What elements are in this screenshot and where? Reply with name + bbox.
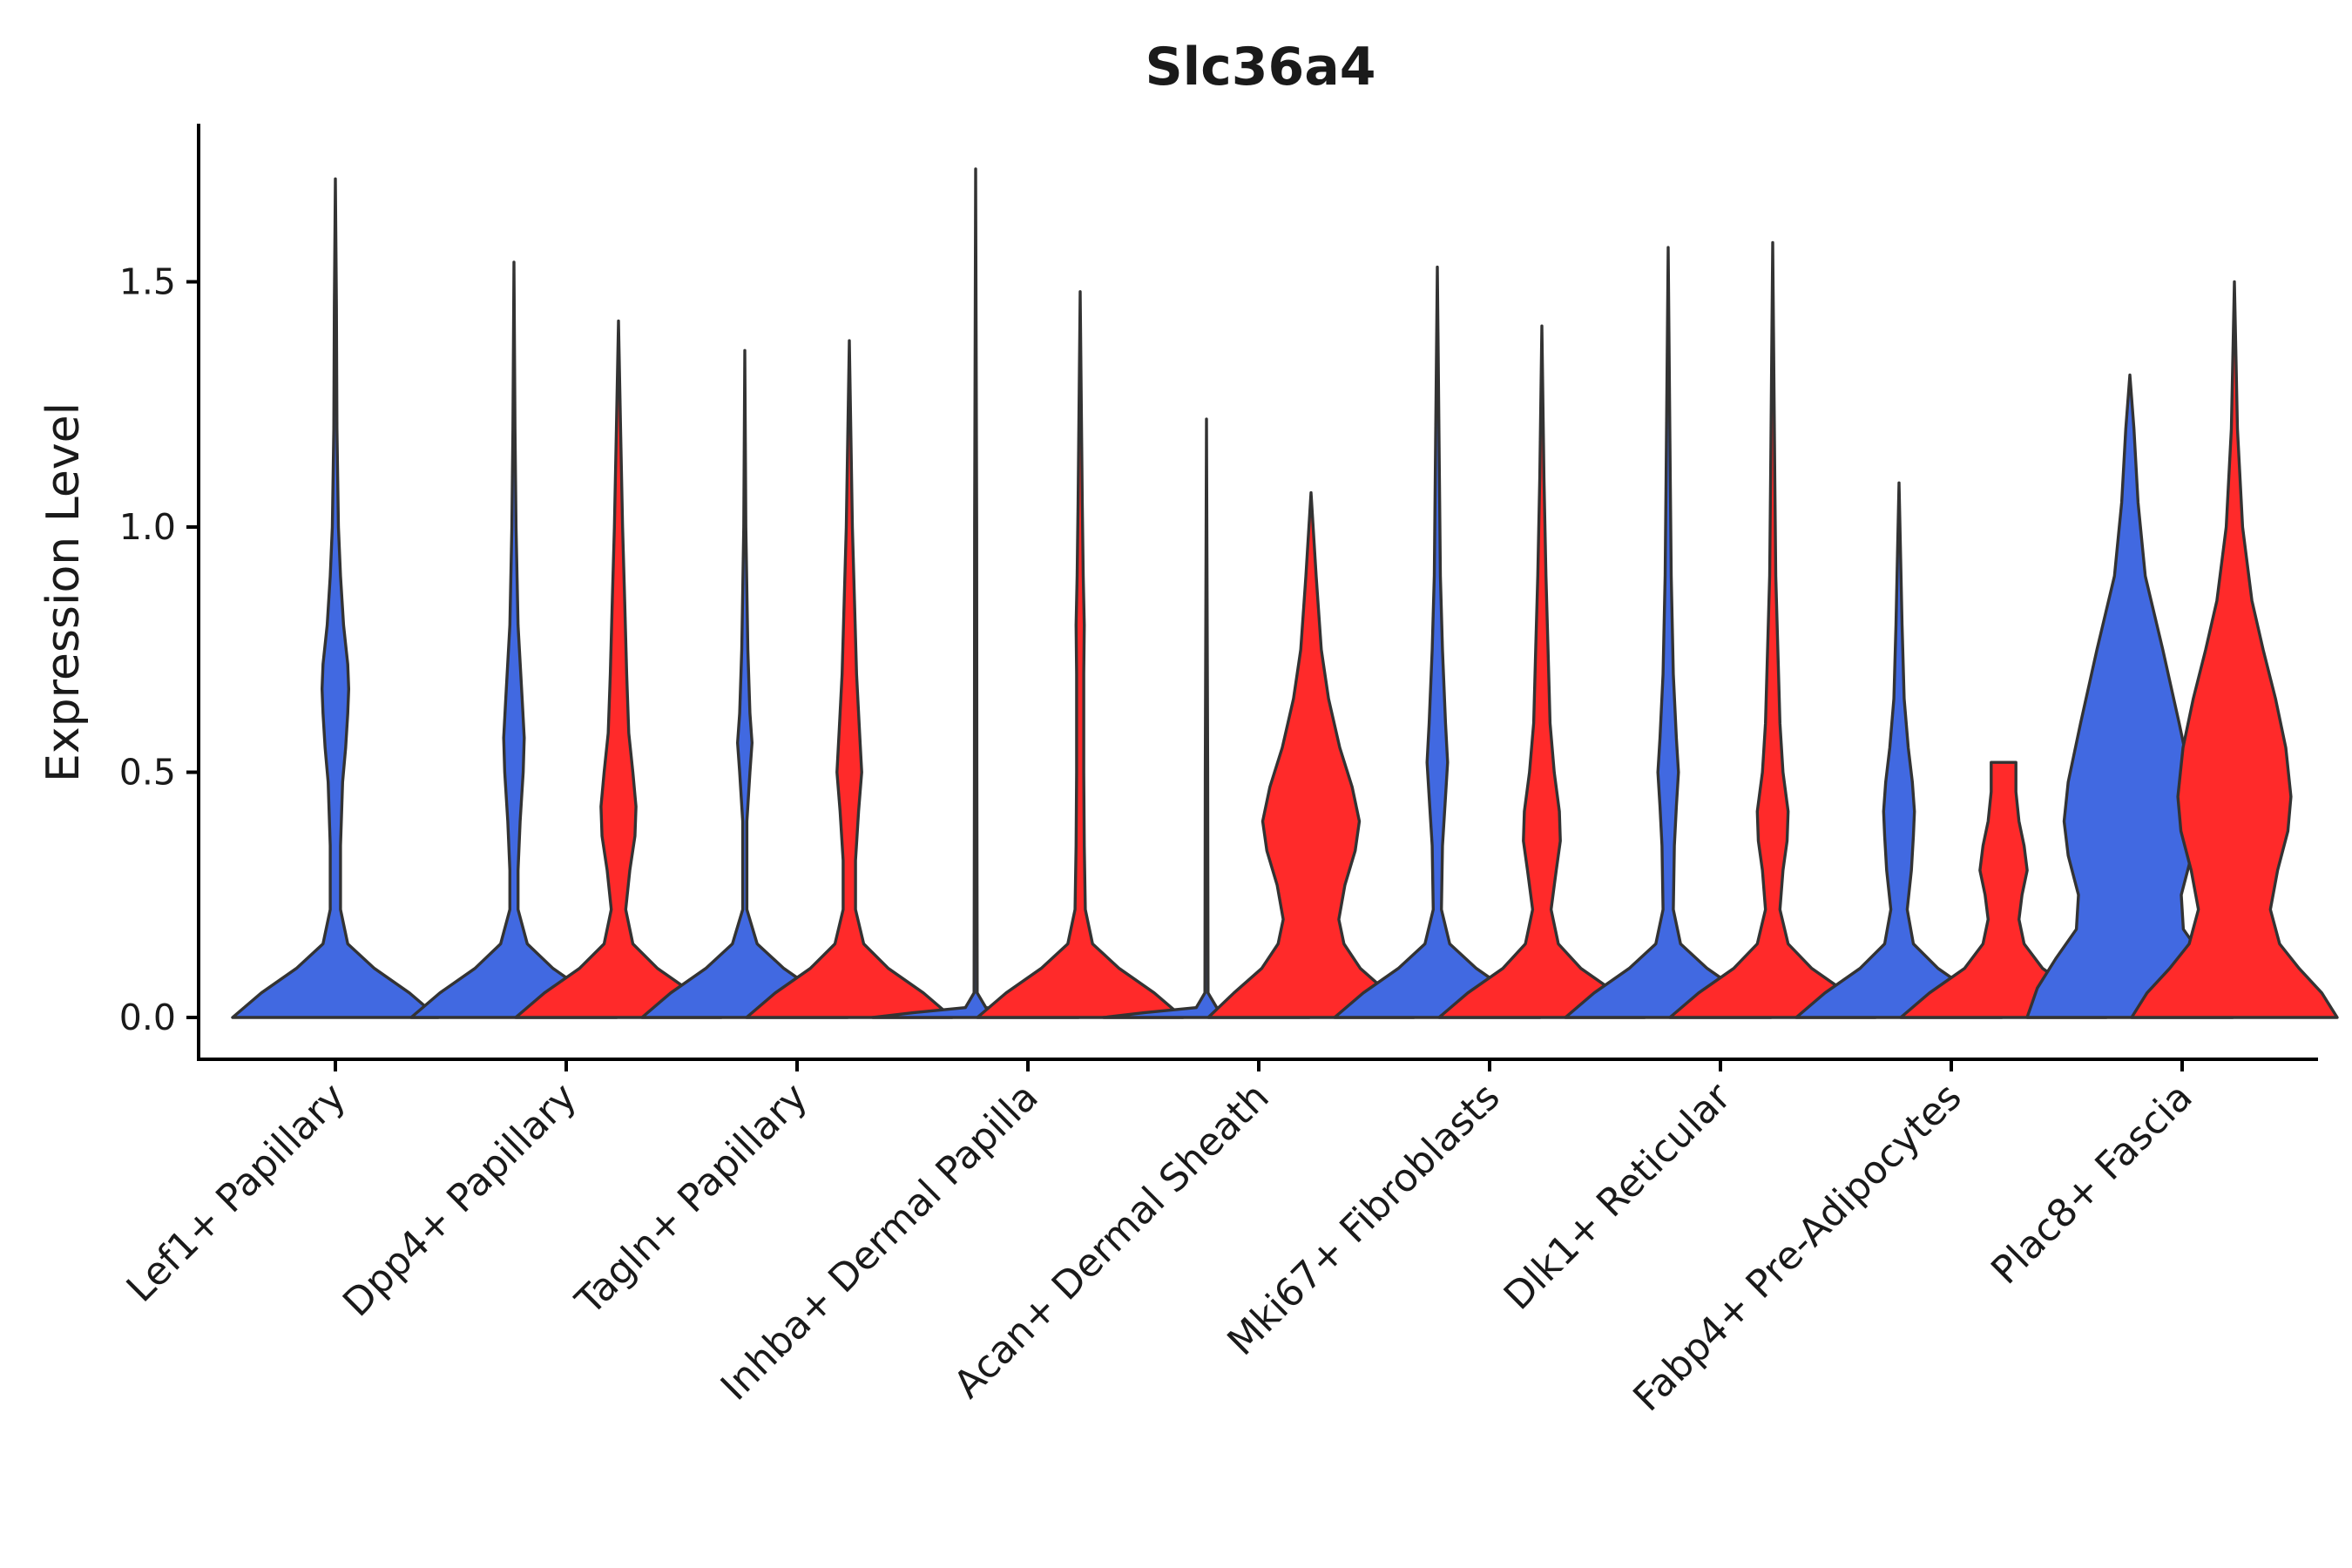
violin-blue-dpp4-papillary bbox=[409, 260, 618, 1019]
x-tick-label-dpp4-papillary: Dpp4+ Papillary bbox=[335, 1075, 585, 1326]
y-axis-label: Expression Level bbox=[37, 402, 90, 782]
violin-blue-lef1-papillary bbox=[231, 177, 440, 1019]
x-tick-label-lef1-papillary: Lef1+ Papillary bbox=[118, 1075, 355, 1311]
violin-blue-dlk1-reticular bbox=[1564, 246, 1773, 1019]
violin-blue-fabp4-pre-adipocytes bbox=[1794, 481, 2004, 1019]
violin-blue-tagln-papillary bbox=[640, 348, 849, 1019]
violin-red-acan-dermal-sheath bbox=[1206, 490, 1416, 1019]
x-tick-label-tagln-papillary: Tagln+ Papillary bbox=[567, 1075, 816, 1324]
y-tick-label: 0.5 bbox=[119, 752, 176, 794]
y-tick-label: 0.0 bbox=[119, 997, 176, 1038]
violin-red-plac8-fascia bbox=[2130, 280, 2339, 1019]
y-tick-label: 1.5 bbox=[119, 261, 176, 303]
chart-title: Slc36a4 bbox=[1145, 37, 1375, 98]
violin-blue-mki67-fibroblasts bbox=[1333, 265, 1542, 1019]
violin-red-tagln-papillary bbox=[745, 339, 954, 1019]
violin-layer bbox=[231, 167, 2339, 1019]
x-tick-label-plac8-fascia: Plac8+ Fascia bbox=[1983, 1075, 2201, 1294]
violin-blue-acan-dermal-sheath bbox=[1102, 417, 1311, 1019]
violin-blue-inhba-dermal-papilla bbox=[871, 167, 1080, 1019]
violin-blue-plac8-fascia bbox=[2025, 373, 2234, 1019]
violin-red-mki67-fibroblasts bbox=[1437, 324, 1646, 1019]
x-tick-label-dlk1-reticular: Dlk1+ Reticular bbox=[1496, 1074, 1740, 1319]
violin-red-dpp4-papillary bbox=[514, 319, 723, 1019]
y-axis-ticks: 0.0 0.5 1.0 1.5 bbox=[119, 261, 199, 1038]
violin-red-fabp4-pre-adipocytes bbox=[1899, 760, 2108, 1019]
violin-red-dlk1-reticular bbox=[1668, 240, 1877, 1019]
violin-red-inhba-dermal-papilla bbox=[976, 290, 1185, 1019]
y-tick-label: 1.0 bbox=[119, 506, 176, 548]
